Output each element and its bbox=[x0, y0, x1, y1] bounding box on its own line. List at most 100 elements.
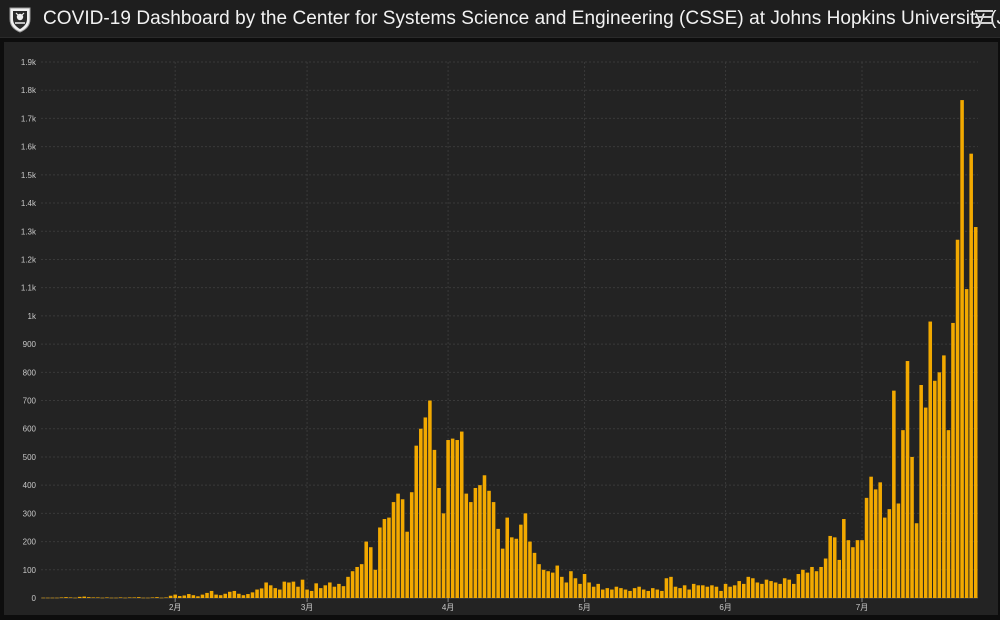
bar[interactable] bbox=[409, 492, 414, 598]
bar[interactable] bbox=[391, 502, 396, 598]
bar[interactable] bbox=[246, 594, 250, 598]
bar[interactable] bbox=[446, 440, 450, 598]
bar[interactable] bbox=[318, 588, 323, 598]
bar[interactable] bbox=[514, 538, 519, 598]
bar[interactable] bbox=[523, 513, 528, 598]
bar[interactable] bbox=[278, 589, 282, 598]
bar[interactable] bbox=[355, 566, 359, 598]
bar[interactable] bbox=[769, 581, 773, 598]
bar[interactable] bbox=[59, 597, 64, 598]
bar[interactable] bbox=[919, 385, 923, 598]
bar[interactable] bbox=[651, 588, 655, 598]
bar[interactable] bbox=[541, 569, 546, 598]
bar[interactable] bbox=[109, 597, 114, 599]
bar[interactable] bbox=[810, 566, 814, 598]
bar[interactable] bbox=[664, 578, 669, 598]
bar[interactable] bbox=[560, 576, 564, 598]
bar[interactable] bbox=[100, 597, 105, 599]
bar[interactable] bbox=[68, 597, 73, 598]
bar[interactable] bbox=[400, 499, 405, 598]
bar[interactable] bbox=[209, 590, 214, 598]
bar[interactable] bbox=[764, 579, 769, 598]
bar[interactable] bbox=[610, 589, 614, 598]
bar[interactable] bbox=[423, 417, 428, 598]
bar[interactable] bbox=[441, 513, 446, 598]
bar[interactable] bbox=[937, 372, 942, 598]
bar[interactable] bbox=[464, 493, 469, 598]
bar[interactable] bbox=[41, 597, 46, 599]
bar[interactable] bbox=[842, 519, 846, 598]
hamburger-menu-icon[interactable] bbox=[975, 10, 993, 28]
bar[interactable] bbox=[91, 597, 96, 598]
bar[interactable] bbox=[532, 552, 537, 598]
bar[interactable] bbox=[159, 597, 164, 599]
bar[interactable] bbox=[223, 593, 227, 598]
bar[interactable] bbox=[569, 571, 573, 598]
bar[interactable] bbox=[414, 445, 419, 598]
bar[interactable] bbox=[237, 593, 241, 598]
bar[interactable] bbox=[505, 517, 509, 598]
bar[interactable] bbox=[469, 502, 473, 598]
bar[interactable] bbox=[673, 586, 678, 598]
bar[interactable] bbox=[350, 571, 355, 598]
bar[interactable] bbox=[928, 321, 933, 598]
bar[interactable] bbox=[528, 541, 532, 598]
bar[interactable] bbox=[832, 537, 837, 598]
bar[interactable] bbox=[282, 581, 287, 598]
bar[interactable] bbox=[55, 597, 59, 599]
bar[interactable] bbox=[196, 596, 200, 598]
bar[interactable] bbox=[801, 569, 805, 598]
bar[interactable] bbox=[86, 597, 91, 598]
bar[interactable] bbox=[264, 582, 268, 598]
bar[interactable] bbox=[200, 594, 205, 598]
bar[interactable] bbox=[378, 527, 382, 598]
bar[interactable] bbox=[123, 597, 127, 599]
bar[interactable] bbox=[860, 540, 864, 598]
bar[interactable] bbox=[127, 597, 132, 598]
bar[interactable] bbox=[164, 597, 168, 598]
bar[interactable] bbox=[255, 589, 259, 598]
bar[interactable] bbox=[205, 592, 209, 598]
bar[interactable] bbox=[828, 535, 832, 598]
bar[interactable] bbox=[796, 574, 801, 598]
bar[interactable] bbox=[792, 583, 796, 598]
bar[interactable] bbox=[605, 588, 610, 598]
bar[interactable] bbox=[305, 589, 309, 598]
bar[interactable] bbox=[864, 497, 869, 598]
bar[interactable] bbox=[787, 579, 792, 598]
bar[interactable] bbox=[710, 585, 714, 598]
bar[interactable] bbox=[314, 583, 318, 598]
bar[interactable] bbox=[851, 547, 855, 598]
bar[interactable] bbox=[942, 355, 946, 598]
bar[interactable] bbox=[337, 583, 341, 598]
bar[interactable] bbox=[77, 596, 82, 598]
bar[interactable] bbox=[214, 594, 218, 598]
bar[interactable] bbox=[705, 586, 710, 598]
bar[interactable] bbox=[778, 583, 782, 598]
bar[interactable] bbox=[432, 449, 437, 598]
bar[interactable] bbox=[168, 595, 173, 598]
bar[interactable] bbox=[291, 581, 296, 598]
bar[interactable] bbox=[855, 540, 860, 598]
bar[interactable] bbox=[46, 597, 50, 599]
bar[interactable] bbox=[723, 583, 728, 598]
bar[interactable] bbox=[387, 517, 391, 598]
bar[interactable] bbox=[218, 595, 223, 598]
bar[interactable] bbox=[814, 571, 819, 598]
bar[interactable] bbox=[628, 590, 632, 598]
bar[interactable] bbox=[737, 581, 741, 598]
bar[interactable] bbox=[510, 537, 514, 598]
bar[interactable] bbox=[955, 239, 960, 599]
bar[interactable] bbox=[687, 589, 691, 598]
bar[interactable] bbox=[232, 590, 237, 598]
bar[interactable] bbox=[882, 517, 887, 598]
bar[interactable] bbox=[637, 586, 641, 598]
bar[interactable] bbox=[946, 430, 951, 598]
bar[interactable] bbox=[741, 583, 746, 598]
bar[interactable] bbox=[82, 596, 86, 598]
bar[interactable] bbox=[491, 502, 496, 598]
bar[interactable] bbox=[564, 582, 569, 598]
bar[interactable] bbox=[714, 586, 719, 598]
bar[interactable] bbox=[182, 595, 187, 598]
bar[interactable] bbox=[296, 586, 300, 598]
